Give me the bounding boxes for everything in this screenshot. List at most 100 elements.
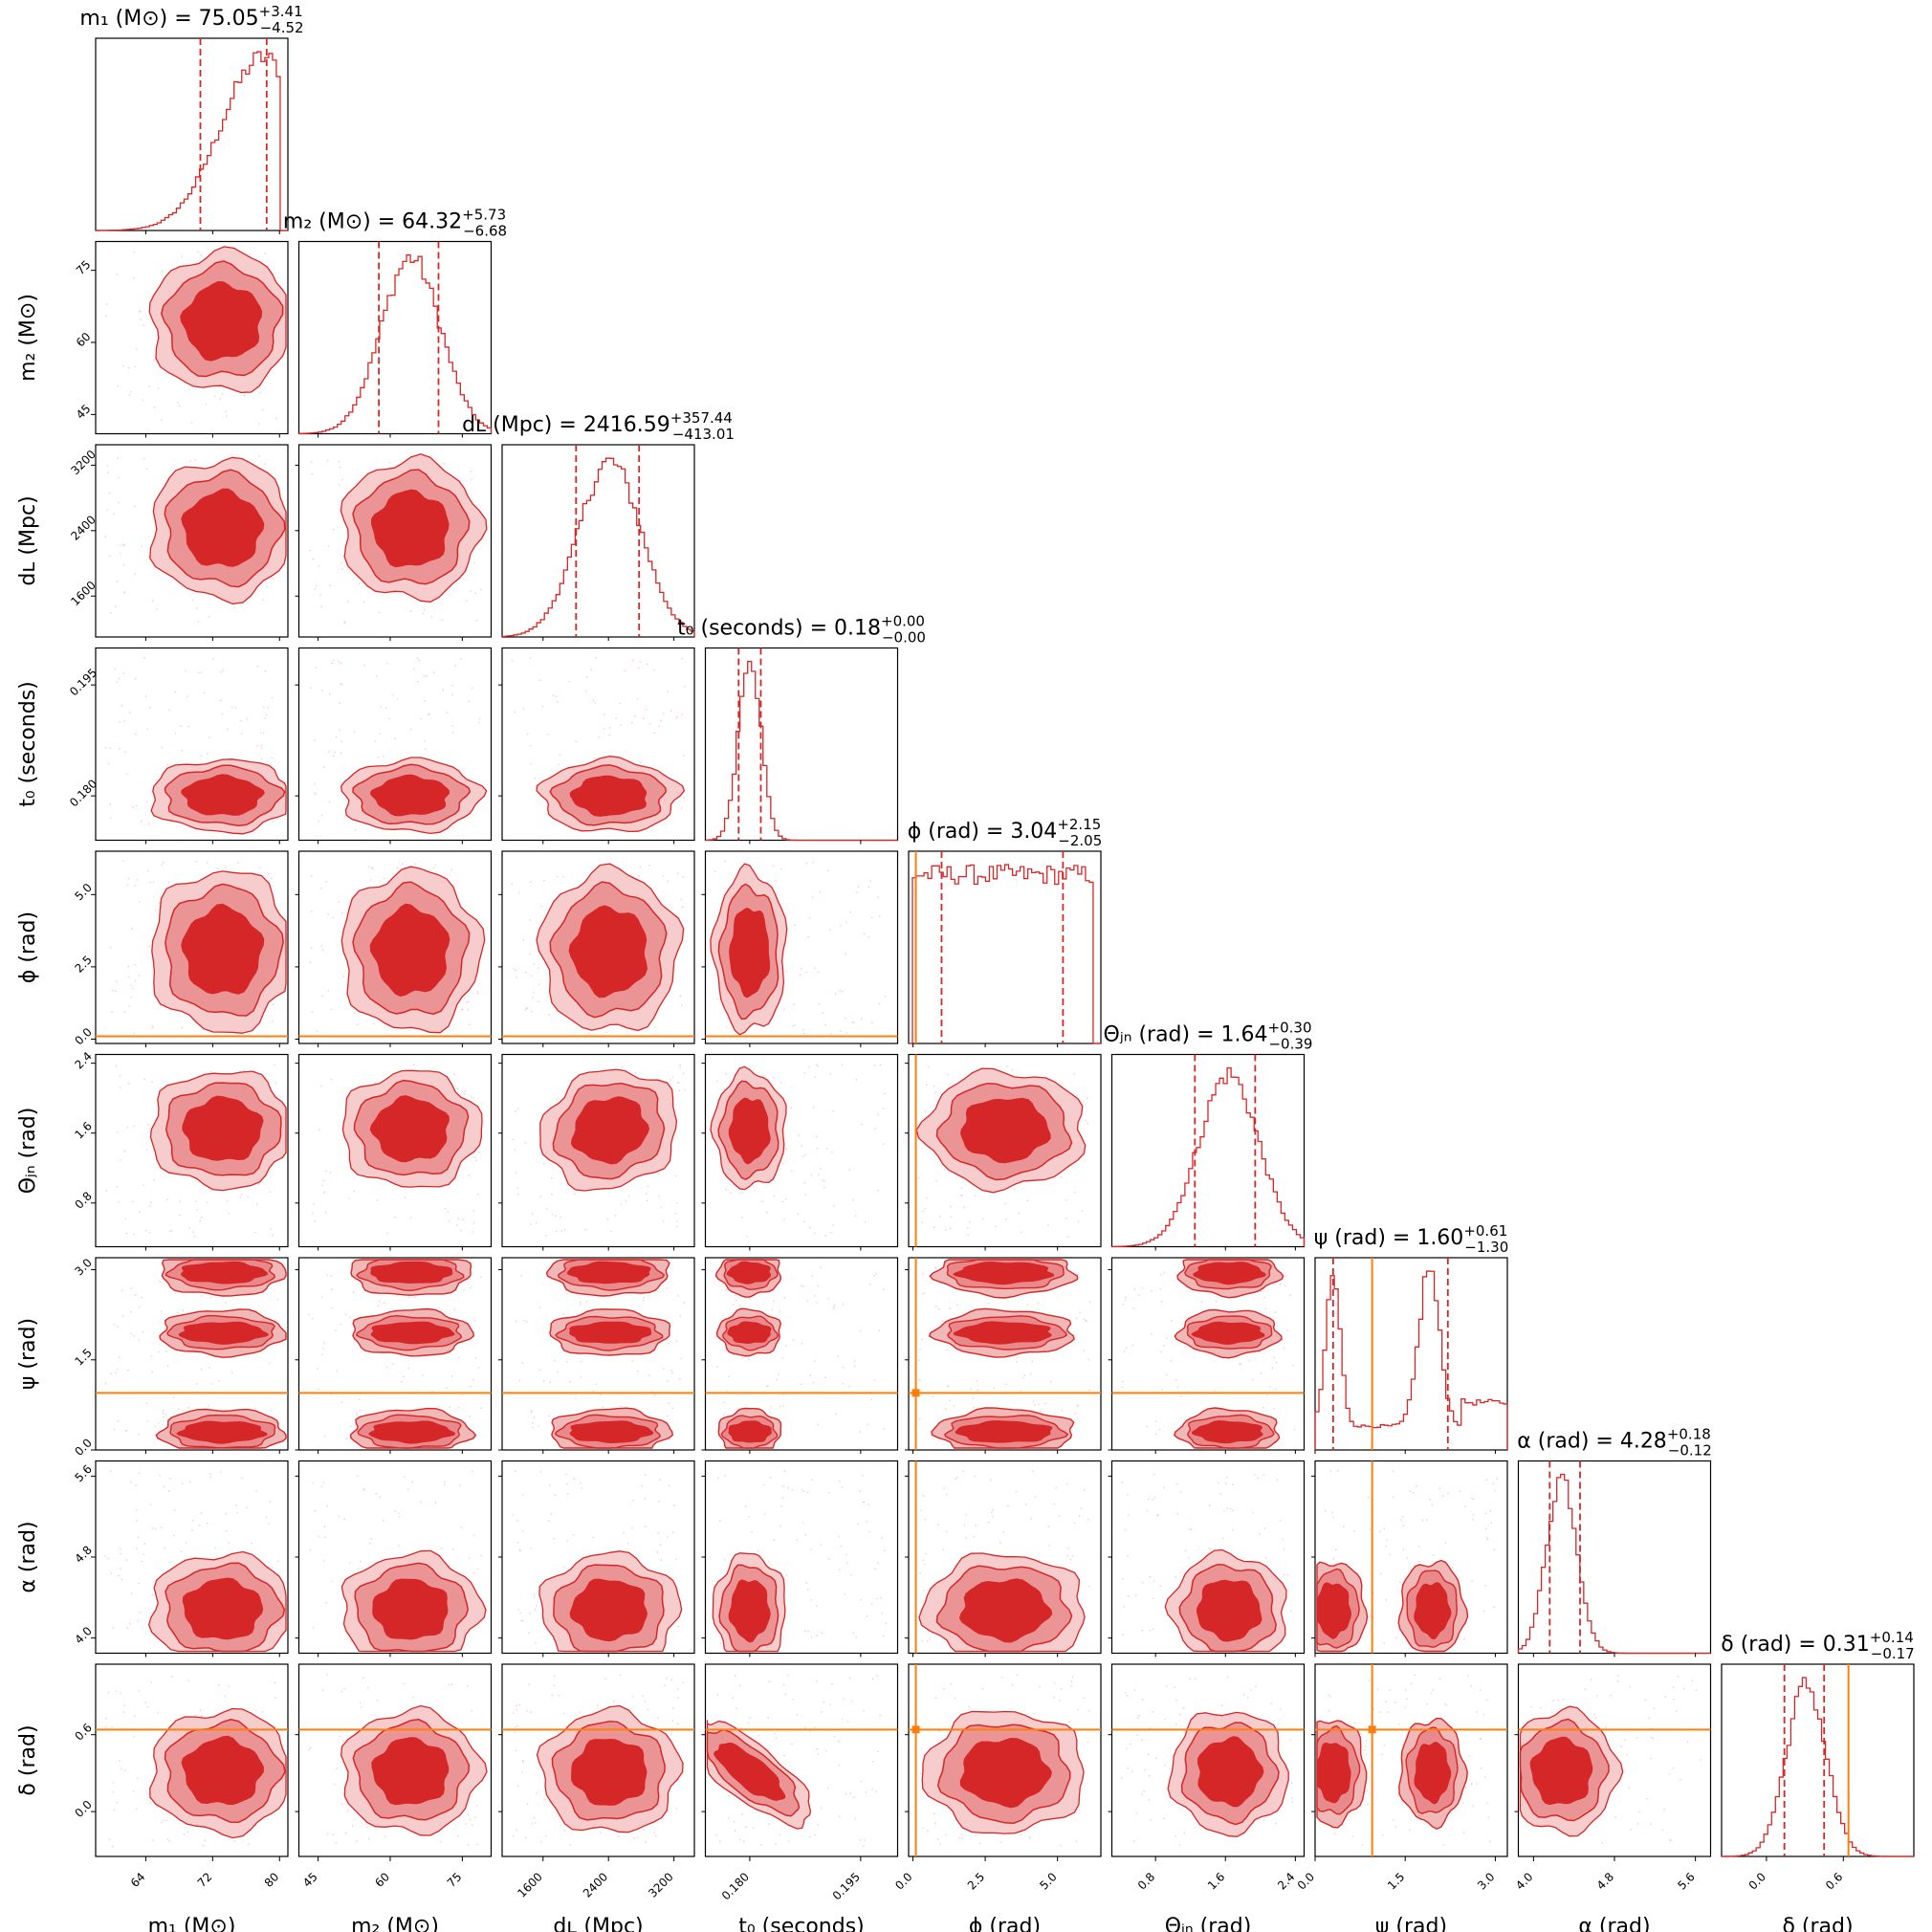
scatter-point <box>1152 1499 1153 1501</box>
scatter-point <box>670 710 672 712</box>
scatter-point <box>837 1355 839 1357</box>
scatter-point <box>1200 1300 1203 1303</box>
panel-frame-t0-delta <box>704 1663 899 1857</box>
scatter-point <box>321 949 324 951</box>
scatter-point <box>392 1363 394 1366</box>
scatter-point <box>590 669 593 670</box>
scatter-point <box>1065 1218 1067 1219</box>
scatter-point <box>329 1172 332 1174</box>
scatter-point <box>1055 1486 1057 1489</box>
scatter-point <box>716 1693 719 1696</box>
scatter-point <box>338 901 340 903</box>
panel-frame-m1-theta <box>95 1053 289 1248</box>
scatter-point <box>1151 1289 1153 1292</box>
scatter-point <box>531 1212 534 1215</box>
scatter-point <box>116 581 119 582</box>
scatter-point <box>1331 1511 1333 1514</box>
scatter-point <box>112 1627 115 1629</box>
panel-frame-m2-psi <box>297 1257 493 1451</box>
scatter-point <box>1402 1548 1405 1550</box>
scatter-point <box>338 1515 340 1518</box>
scatter-point <box>801 1284 802 1286</box>
y-tick-label-psi: 3.0 <box>72 1256 94 1278</box>
scatter-point <box>133 1715 136 1717</box>
scatter-point <box>867 1423 868 1426</box>
scatter-point <box>310 875 313 877</box>
scatter-point <box>783 1296 786 1299</box>
scatter-point <box>187 1406 189 1409</box>
scatter-point <box>440 1548 443 1549</box>
scatter-point <box>130 1310 132 1313</box>
scatter-point <box>805 1582 808 1585</box>
scatter-point <box>946 1349 949 1351</box>
scatter-point <box>1127 1594 1130 1597</box>
scatter-point <box>521 1362 523 1364</box>
scatter-point <box>354 1012 356 1014</box>
scatter-point <box>274 1697 276 1700</box>
scatter-point <box>138 1339 140 1341</box>
scatter-point <box>318 1129 320 1131</box>
scatter-point <box>1442 1844 1445 1846</box>
scatter-point <box>660 1206 663 1209</box>
contour-inner <box>569 1321 652 1344</box>
panel-content-phi-alpha <box>914 1460 1090 1654</box>
scatter-point <box>314 1509 317 1512</box>
scatter-point <box>1176 1386 1179 1389</box>
scatter-point <box>116 980 118 982</box>
scatter-point <box>842 1303 845 1306</box>
scatter-point <box>1087 1358 1089 1361</box>
scatter-point <box>1030 1518 1033 1520</box>
x-tick-label-alpha: 4.8 <box>1594 1870 1616 1892</box>
scatter-point <box>318 1388 319 1391</box>
scatter-point <box>137 1620 139 1622</box>
scatter-point <box>828 1491 830 1494</box>
scatter-point <box>947 1384 949 1387</box>
scatter-point <box>367 1837 370 1840</box>
scatter-point <box>386 1232 388 1235</box>
y-tick-label-theta: 0.8 <box>72 1189 94 1211</box>
scatter-point <box>929 1637 931 1640</box>
scatter-point <box>512 1138 515 1141</box>
scatter-point <box>1152 1597 1154 1600</box>
scatter-point <box>1646 1797 1648 1800</box>
scatter-point <box>531 1410 533 1412</box>
scatter-point <box>403 1375 405 1378</box>
scatter-point <box>1412 1491 1415 1494</box>
scatter-point <box>1400 1519 1402 1522</box>
scatter-point <box>342 975 345 977</box>
contour-inner <box>369 1095 450 1163</box>
scatter-point <box>1037 1302 1040 1305</box>
scatter-point <box>537 967 539 969</box>
scatter-point <box>120 544 121 546</box>
scatter-point <box>528 1683 530 1686</box>
scatter-point <box>920 1509 922 1512</box>
scatter-point <box>585 675 588 678</box>
scatter-point <box>1638 1811 1640 1812</box>
scatter-point <box>794 1024 797 1026</box>
scatter-point <box>618 1835 620 1838</box>
scatter-point <box>322 1482 325 1483</box>
scatter-point <box>339 1735 341 1738</box>
panel-content-t0-theta <box>710 1064 886 1238</box>
scatter-point <box>919 1379 921 1382</box>
scatter-point <box>1058 1515 1061 1517</box>
scatter-point <box>735 1707 737 1710</box>
scatter-point <box>340 683 341 685</box>
x-tick-label-phi: 2.5 <box>965 1870 987 1892</box>
scatter-point <box>735 1299 737 1302</box>
scatter-point <box>1222 1537 1224 1540</box>
scatter-point <box>332 916 335 919</box>
scatter-point <box>584 1228 587 1231</box>
scatter-point <box>859 1838 862 1841</box>
scatter-point <box>379 733 381 735</box>
scatter-point <box>106 465 108 467</box>
scatter-point <box>530 1411 533 1414</box>
scatter-point <box>118 1201 120 1203</box>
scatter-point <box>276 1298 279 1301</box>
scatter-point <box>739 1192 741 1195</box>
scatter-point <box>849 911 851 913</box>
scatter-point <box>653 1832 655 1833</box>
scatter-point <box>240 733 243 735</box>
scatter-point <box>933 1085 935 1087</box>
y-axis-label-phi: ϕ (rad) <box>16 911 40 983</box>
